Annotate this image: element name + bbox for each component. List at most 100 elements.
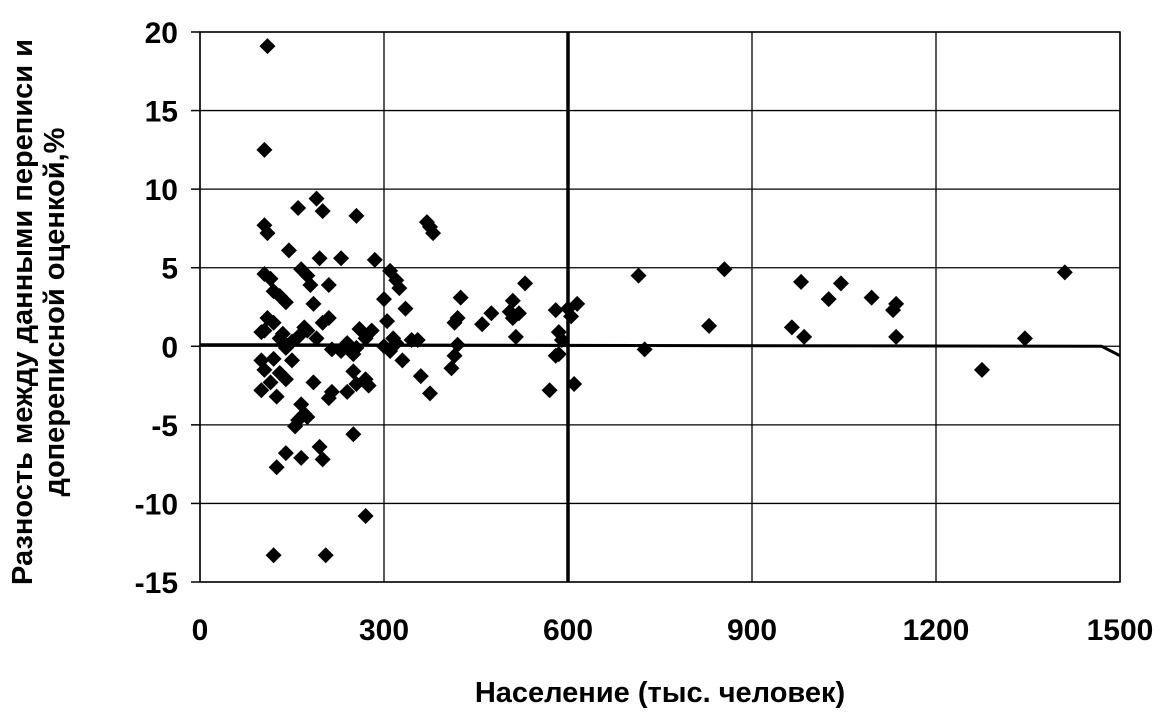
data-point-32 — [308, 330, 325, 347]
y-tick-label-7: 20 — [145, 17, 178, 50]
grid — [191, 31, 1121, 583]
x-tick-label-4: 1200 — [903, 614, 970, 647]
data-point-68 — [510, 305, 527, 322]
data-point-40 — [348, 339, 365, 356]
data-point-128 — [394, 352, 411, 369]
data-point-45 — [376, 291, 392, 308]
data-point-98 — [262, 374, 279, 391]
data-point-103 — [284, 352, 300, 369]
data-point-111 — [314, 451, 331, 468]
data-point-31 — [305, 295, 322, 312]
x-tick-label-5: 1500 — [1087, 614, 1154, 647]
data-point-1 — [256, 141, 273, 158]
plot-frame — [199, 31, 1121, 583]
y-tick-labels: -15 -10 -5 0 5 10 15 20 — [135, 17, 178, 600]
data-point-94 — [1056, 264, 1073, 281]
data-point-67 — [507, 328, 524, 345]
y-axis-title-line-1: Разность между данными переписи и — [7, 39, 39, 585]
data-point-112 — [293, 449, 310, 466]
data-point-48 — [391, 280, 408, 297]
data-point-16 — [314, 203, 331, 220]
data-point-21 — [265, 314, 282, 331]
data-point-116 — [317, 547, 334, 564]
data-point-5 — [262, 270, 279, 287]
y-axis-title-line-2: допереписной оценкой,% — [39, 127, 71, 496]
data-point-44 — [366, 251, 383, 268]
data-point-93 — [1016, 330, 1033, 347]
data-point-115 — [265, 547, 282, 564]
data-point-97 — [253, 382, 270, 399]
data-point-14 — [308, 190, 325, 207]
data-point-125 — [360, 377, 377, 394]
data-point-52 — [397, 300, 414, 317]
data-point-133 — [547, 347, 564, 364]
data-point-10 — [290, 200, 307, 216]
data-point-78 — [566, 376, 583, 392]
data-point-25 — [274, 325, 291, 342]
data-point-17 — [320, 277, 337, 293]
data-point-87 — [832, 275, 849, 292]
data-point-90 — [888, 295, 905, 312]
data-point-73 — [553, 332, 570, 348]
y-tick-label-4: 5 — [161, 253, 178, 286]
data-point-92 — [974, 361, 990, 378]
data-point-122 — [345, 426, 362, 443]
data-point-123 — [357, 508, 374, 524]
data-point-88 — [863, 289, 880, 306]
x-tick-label-0: 0 — [192, 614, 209, 647]
data-point-127 — [382, 343, 399, 359]
data-point-118 — [323, 383, 340, 400]
data-point-113 — [277, 445, 294, 462]
data-point-34 — [320, 310, 337, 326]
y-tick-label-2: -5 — [151, 410, 178, 443]
x-tick-label-1: 300 — [359, 614, 409, 647]
data-point-69 — [517, 275, 534, 292]
data-point-81 — [701, 317, 718, 334]
data-point-13 — [302, 277, 319, 293]
data-point-86 — [820, 291, 837, 308]
x-tick-labels: 0 300 600 900 1200 1500 — [192, 614, 1154, 647]
y-axis-title-group: Разность между данными переписи и допере… — [7, 39, 71, 585]
data-point-3 — [259, 225, 276, 242]
data-point-18 — [333, 250, 350, 267]
data-point-83 — [783, 319, 800, 336]
data-point-8 — [277, 294, 294, 311]
data-point-62 — [474, 316, 491, 333]
data-point-63 — [483, 305, 500, 322]
y-tick-label-1: -10 — [135, 488, 178, 521]
data-point-54 — [409, 332, 426, 348]
data-point-82 — [716, 261, 733, 278]
data-point-79 — [630, 267, 647, 284]
data-point-80 — [636, 341, 653, 358]
data-point-120 — [345, 363, 362, 380]
data-point-132 — [446, 347, 463, 364]
data-point-59 — [449, 310, 466, 326]
data-point-19 — [348, 207, 365, 224]
data-point-110 — [311, 438, 328, 455]
data-point-0 — [259, 38, 276, 55]
y-tick-label-3: 0 — [161, 331, 178, 364]
data-point-66 — [504, 292, 521, 309]
data-point-49 — [379, 313, 396, 330]
reference-lines — [199, 32, 1121, 582]
data-point-130 — [422, 385, 438, 402]
x-axis-title: Население (тыс. человек) — [475, 677, 845, 709]
trend-line — [199, 343, 1121, 358]
y-tick-label-0: -15 — [135, 567, 178, 600]
y-tick-label-5: 10 — [145, 174, 178, 207]
data-point-129 — [412, 368, 429, 385]
data-point-91 — [888, 328, 905, 345]
data-point-15 — [311, 250, 328, 267]
data-point-76 — [563, 308, 580, 325]
data-point-109 — [305, 374, 322, 391]
data-point-119 — [339, 383, 356, 400]
data-point-99 — [265, 350, 282, 367]
x-tick-label-2: 600 — [543, 614, 593, 647]
data-point-70 — [541, 382, 558, 399]
data-point-43 — [363, 322, 380, 339]
data-point-131 — [443, 360, 460, 377]
data-point-71 — [547, 302, 564, 319]
data-point-60 — [452, 289, 469, 306]
